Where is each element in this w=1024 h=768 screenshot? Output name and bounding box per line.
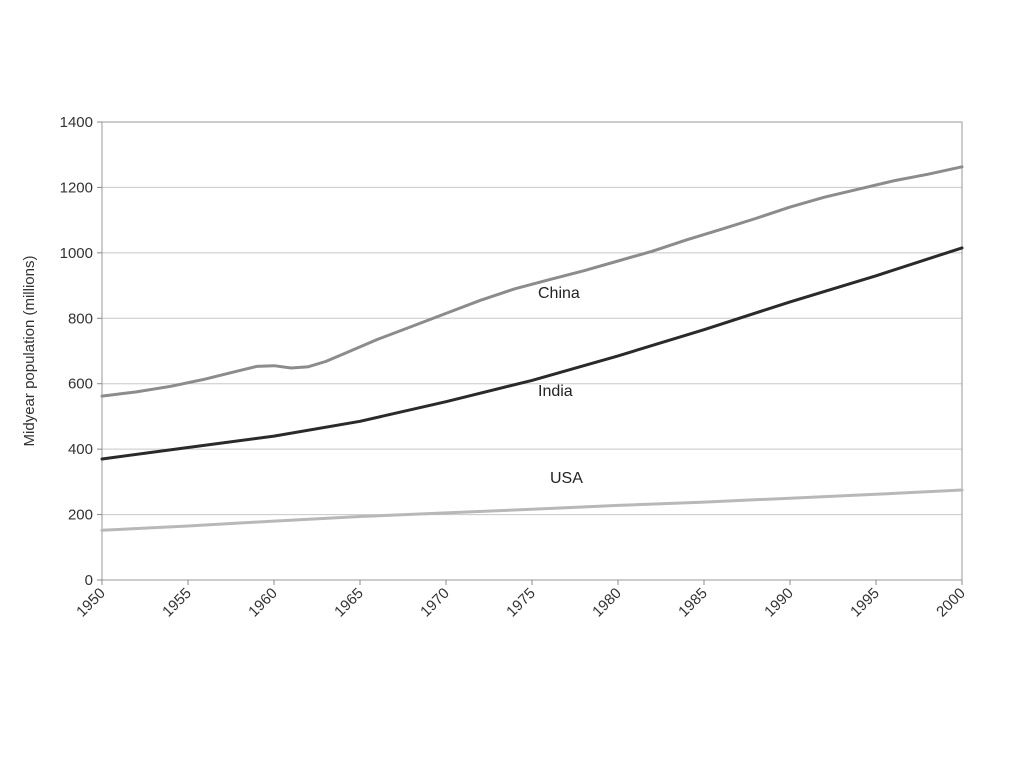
- y-tick-label-200: 200: [68, 507, 93, 524]
- x-tick-label-1970: 1970: [417, 585, 453, 621]
- y-axis-ticks: 0 200 400 600 800 1000 1200 1400: [60, 114, 102, 589]
- y-tick-label-800: 800: [68, 310, 93, 327]
- x-tick-label-2000: 2000: [933, 585, 969, 621]
- series-label-usa: USA: [550, 470, 583, 487]
- x-tick-label-1955: 1955: [159, 585, 195, 621]
- x-tick-label-1980: 1980: [589, 585, 625, 621]
- y-tick-label-400: 400: [68, 441, 93, 458]
- x-tick-label-1965: 1965: [331, 585, 367, 621]
- y-tick-label-1400: 1400: [60, 114, 93, 131]
- series-label-china: China: [538, 285, 580, 302]
- x-tick-label-1950: 1950: [73, 585, 109, 621]
- y-axis-title: Midyear population (millions): [21, 256, 38, 447]
- x-tick-label-1985: 1985: [675, 585, 711, 621]
- series-label-india: India: [538, 383, 573, 400]
- gridlines: [102, 186, 962, 516]
- series-line-usa: [100, 488, 964, 532]
- y-tick-label-0: 0: [85, 572, 93, 589]
- x-axis-ticks: 1950 1955 1960 1965 1970 1975 1980 1985 1990 1995…: [73, 580, 969, 620]
- series-line-china: [100, 165, 964, 398]
- x-tick-label-1990: 1990: [761, 585, 797, 621]
- y-tick-label-1000: 1000: [60, 245, 93, 262]
- series-lines: [100, 165, 964, 532]
- x-tick-label-1960: 1960: [245, 585, 281, 621]
- x-tick-label-1975: 1975: [503, 585, 539, 621]
- y-tick-label-600: 600: [68, 376, 93, 393]
- x-tick-label-1995: 1995: [847, 585, 883, 621]
- series-line-india: [100, 246, 964, 461]
- plot-area-frame: [101, 121, 963, 581]
- y-tick-label-1200: 1200: [60, 179, 93, 196]
